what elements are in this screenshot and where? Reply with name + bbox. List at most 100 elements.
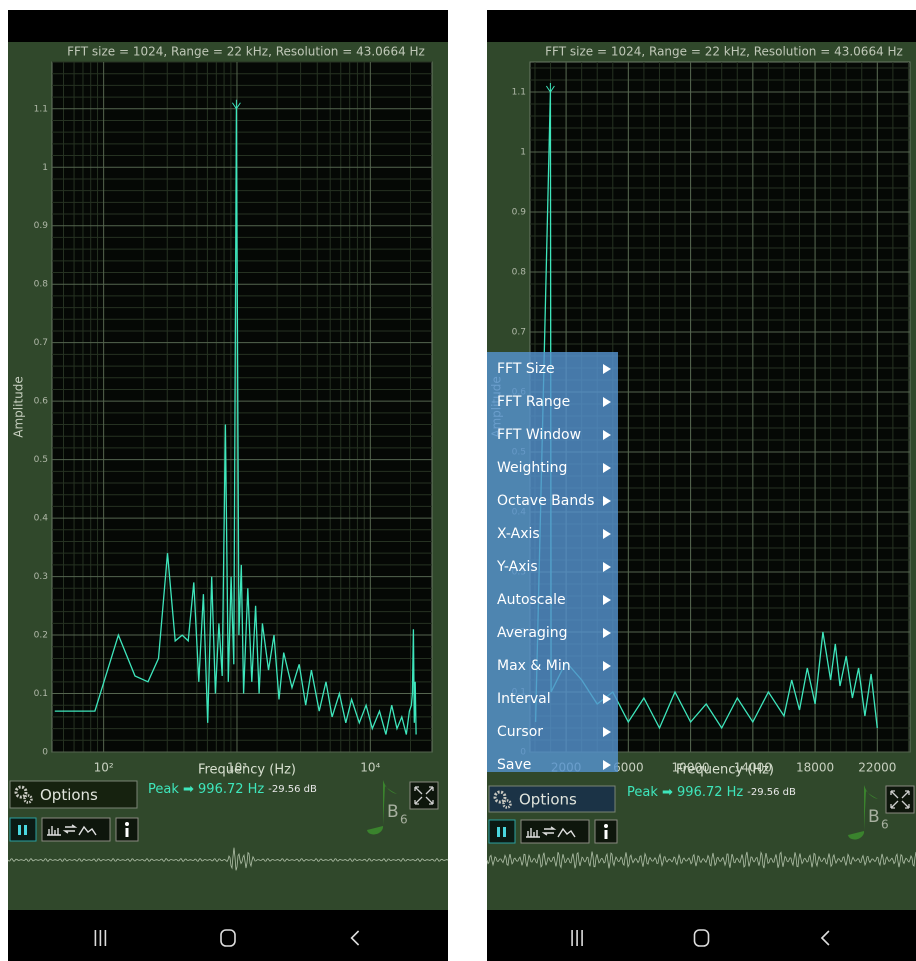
- x-tick-label: 10²: [94, 761, 114, 775]
- waveform: [7, 847, 449, 871]
- y-tick-label: 0.4: [34, 514, 49, 524]
- x-tick-label: 22000: [858, 761, 896, 775]
- navigation-bar: [8, 910, 448, 961]
- submenu-arrow: [603, 628, 611, 638]
- expand-icon: [890, 790, 910, 809]
- submenu-arrow: [603, 760, 611, 770]
- menu-background: [487, 352, 618, 772]
- note-octave: 6: [881, 818, 889, 832]
- gear-icon: [23, 794, 33, 804]
- submenu-arrow: [603, 727, 611, 737]
- navigation-bar: [487, 910, 916, 961]
- y-tick-label: 0.7: [512, 328, 526, 338]
- chart-title: FFT size = 1024, Range = 22 kHz, Resolut…: [67, 45, 425, 59]
- y-tick-label: 1.1: [512, 88, 526, 98]
- note-octave: 6: [400, 813, 408, 827]
- spectrum-line: [54, 108, 417, 735]
- x-tick-label: 10³: [227, 761, 247, 775]
- y-tick-label: 1: [520, 148, 526, 158]
- home-button[interactable]: [693, 929, 710, 947]
- expand-button[interactable]: [885, 785, 915, 814]
- pause-bar: [18, 825, 21, 835]
- submenu-arrow: [603, 661, 611, 671]
- submenu-arrow: [603, 529, 611, 539]
- status-bar: [8, 10, 448, 42]
- x-tick-label: 18000: [796, 761, 834, 775]
- menu-item-label: X-Axis: [497, 526, 540, 542]
- x-tick-label: 14000: [734, 761, 772, 775]
- y-tick-label: 0.2: [34, 631, 48, 641]
- display-toggle-icon: [526, 826, 576, 838]
- options-label: Options: [40, 786, 98, 804]
- menu-item-label: FFT Size: [497, 361, 555, 377]
- menu-item-label: Weighting: [497, 460, 567, 476]
- phone-screen: 0 0.1 0.2 0.3 0.4 0.5 0.6 0.7 0.8 0.9 1 1.1 10² 10³ 10…: [7, 10, 449, 961]
- submenu-arrow: [603, 595, 611, 605]
- menu-item-label: FFT Range: [497, 394, 570, 410]
- menu-item-label: Averaging: [497, 625, 568, 641]
- recent-apps-button[interactable]: [94, 930, 107, 946]
- y-tick-label: 0.8: [512, 268, 527, 278]
- peak-level: -29.56 dB: [747, 787, 796, 798]
- peak-frequency: Peak ➡ 996.72 Hz: [627, 785, 743, 800]
- home-button[interactable]: [220, 929, 236, 947]
- y-tick-label: 0.5: [34, 455, 48, 465]
- peak-level: -29.56 dB: [268, 784, 317, 795]
- x-tick-label: 10000: [671, 761, 709, 775]
- expand-icon: [414, 786, 434, 805]
- submenu-arrow: [603, 430, 611, 440]
- peak-readout: Peak ➡ 996.72 Hz -29.56 dB: [148, 782, 317, 797]
- x-axis-label: Frequency (Hz): [198, 763, 296, 778]
- display-toggle-icon: [47, 824, 97, 836]
- back-button[interactable]: [350, 930, 360, 946]
- chart-title: FFT size = 1024, Range = 22 kHz, Resolut…: [545, 45, 903, 59]
- pause-button[interactable]: [488, 819, 516, 844]
- menu-item-label: Autoscale: [497, 592, 566, 608]
- menu-item-label: Save: [497, 757, 531, 773]
- menu-item-label: Octave Bands: [497, 493, 594, 509]
- recent-apps-button[interactable]: [571, 930, 583, 946]
- x-tick-label: 6000: [613, 761, 644, 775]
- pause-button[interactable]: [9, 817, 37, 842]
- gear-icon: [493, 790, 507, 804]
- y-tick-label: 1: [42, 163, 48, 173]
- submenu-arrow: [603, 364, 611, 374]
- info-dot: [125, 822, 129, 826]
- back-button[interactable]: [820, 930, 830, 946]
- menu-item-label: FFT Window: [497, 427, 581, 443]
- y-tick-label: 0.9: [34, 221, 49, 231]
- submenu-arrow: [603, 496, 611, 506]
- gear-icon: [14, 785, 28, 799]
- peak-frequency: Peak ➡ 996.72 Hz: [148, 782, 264, 797]
- submenu-arrow: [603, 463, 611, 473]
- expand-button[interactable]: [409, 781, 439, 810]
- menu-item-label: Cursor: [497, 724, 543, 740]
- note-name: B: [868, 807, 880, 827]
- peak-marker: [545, 83, 555, 93]
- y-tick-label: 0.1: [34, 689, 48, 699]
- menu-item-label: Max & Min: [497, 658, 571, 674]
- submenu-arrow: [603, 694, 611, 704]
- y-axis-label: Amplitude: [12, 376, 26, 438]
- y-tick-label: 0.6: [34, 397, 49, 407]
- y-tick-label: 0: [42, 748, 48, 758]
- y-tick-label: 1.1: [34, 104, 48, 114]
- status-bar: [487, 10, 916, 42]
- x-axis-label: Frequency (Hz): [676, 763, 774, 778]
- plot-area: [51, 61, 433, 753]
- y-tick-label: 0.3: [34, 572, 48, 582]
- pause-bar: [503, 827, 506, 837]
- note-name: B: [387, 802, 399, 822]
- gear-icon: [502, 799, 512, 809]
- y-tick-label: 0.9: [512, 208, 527, 218]
- submenu-arrow: [603, 397, 611, 407]
- pause-bar: [24, 825, 27, 835]
- x-tick-label: 10⁴: [360, 761, 380, 775]
- peak-marker: [231, 99, 241, 110]
- menu-item-label: Interval: [497, 691, 551, 707]
- info-stem: [604, 830, 608, 839]
- info-stem: [125, 828, 129, 837]
- options-button[interactable]: [9, 780, 138, 809]
